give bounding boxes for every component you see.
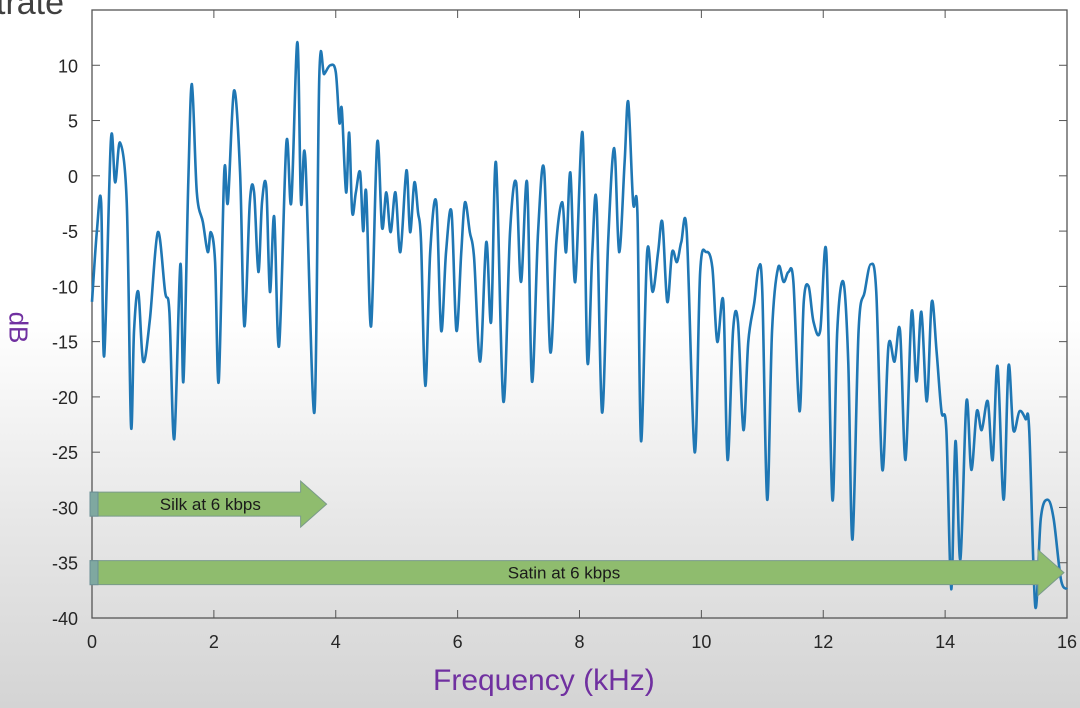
y-tick-label: 0 — [68, 167, 78, 187]
y-tick-label: -10 — [52, 277, 78, 297]
x-tick-label: 4 — [331, 632, 341, 652]
y-tick-label: -30 — [52, 498, 78, 518]
arrow-label: Silk at 6 kbps — [160, 495, 261, 514]
x-tick-label: 6 — [453, 632, 463, 652]
slide-title-fragment: trate — [0, 0, 65, 22]
y-axis-label: dB — [3, 311, 34, 344]
arrow-cap-1 — [89, 560, 99, 586]
x-tick-label: 2 — [209, 632, 219, 652]
y-tick-label: -5 — [62, 222, 78, 242]
x-tick-label: 10 — [691, 632, 711, 652]
arrow-label: Satin at 6 kbps — [508, 564, 620, 583]
y-tick-label: -20 — [52, 388, 78, 408]
y-tick-label: -25 — [52, 443, 78, 463]
y-tick-label: -35 — [52, 554, 78, 574]
arrow-cap-0 — [89, 491, 99, 517]
y-tick-label: 5 — [68, 112, 78, 132]
x-axis-label: Frequency (kHz) — [433, 664, 655, 697]
y-tick-label: 10 — [58, 56, 78, 76]
x-tick-label: 8 — [574, 632, 584, 652]
spectrum-line — [90, 40, 1069, 610]
x-tick-label: 16 — [1057, 632, 1077, 652]
arrow-0 — [89, 480, 328, 529]
x-tick-label: 0 — [87, 632, 97, 652]
y-tick-label: -40 — [52, 609, 78, 629]
x-tick-label: 12 — [813, 632, 833, 652]
x-tick-label: 14 — [935, 632, 955, 652]
y-tick-label: -15 — [52, 333, 78, 353]
arrow-1 — [89, 548, 1065, 597]
